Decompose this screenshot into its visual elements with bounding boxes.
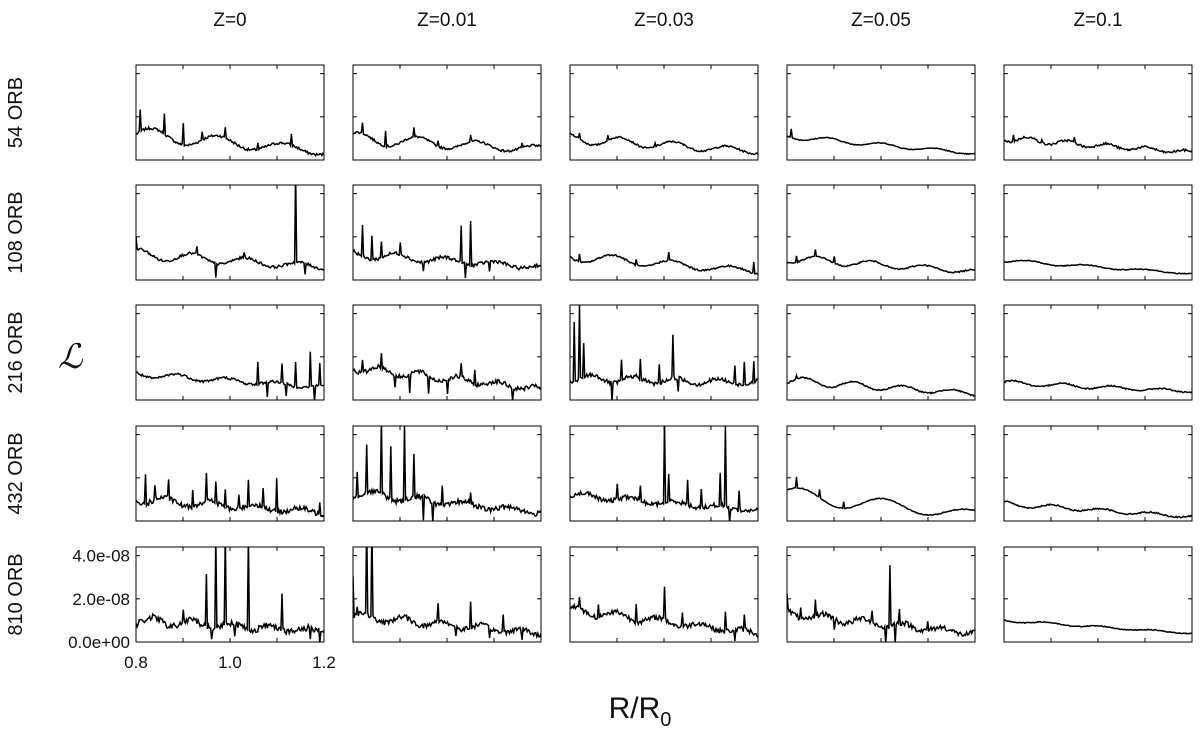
series-line: [1004, 379, 1192, 394]
panel-frame: [135, 64, 325, 161]
panel-frame: [786, 184, 976, 281]
x-axis-label-main: R/R: [609, 692, 661, 725]
series-line: [136, 109, 324, 158]
series-line: [136, 185, 324, 278]
panel-r1-c3: [569, 64, 759, 161]
series-line: [1004, 619, 1192, 635]
column-titles: Z=0 Z=0.01 Z=0.03 Z=0.05 Z=0.1: [213, 10, 1122, 31]
column-title: Z=0: [213, 10, 246, 31]
panel-frame: [786, 64, 976, 161]
panel-frame: [569, 304, 759, 401]
panel-r5-c2: [352, 546, 542, 643]
panel-r5-c3: [569, 546, 759, 643]
series-line: [570, 251, 758, 275]
series-line: [787, 249, 975, 274]
panel-r1-c5: [1003, 64, 1193, 161]
x-axis-label-subscript: 0: [660, 709, 671, 731]
panel-r1-c2: [352, 64, 542, 161]
series-line: [136, 547, 324, 642]
x-axis-label: R/R0: [609, 692, 672, 731]
series-line: [787, 128, 975, 156]
column-title: Z=0.1: [1073, 10, 1122, 31]
panel-r3-c4: [786, 304, 976, 401]
panel-frame: [786, 304, 976, 401]
panel-r2-c2: [352, 184, 542, 281]
row-title: 54 ORB: [5, 77, 27, 148]
panel-frame: [1003, 425, 1193, 522]
series-line: [787, 476, 975, 516]
column-title: Z=0.03: [634, 10, 694, 31]
panel-frame: [135, 425, 325, 522]
row-title: 108 ORB: [5, 191, 27, 273]
panel-r2-c5: [1003, 184, 1193, 281]
panel-grid: [135, 64, 1193, 643]
x-tick-label: 0.8: [124, 653, 148, 672]
x-tick-label: 1.0: [218, 653, 242, 672]
panel-r3-c2: [352, 304, 542, 401]
panel-frame: [135, 546, 325, 643]
panel-r4-c3: [569, 425, 759, 522]
series-line: [570, 586, 758, 641]
panel-r2-c4: [786, 184, 976, 281]
panel-frame: [1003, 546, 1193, 643]
series-line: [1004, 500, 1192, 519]
row-title: 810 ORB: [5, 553, 27, 635]
series-line: [136, 351, 324, 400]
panel-r5-c4: [786, 546, 976, 643]
series-line: [353, 122, 541, 153]
row-titles: 54 ORB 108 ORB 216 ORB 432 ORB 810 ORB: [5, 77, 27, 636]
panel-r5-c1: [135, 546, 325, 643]
series-line: [787, 565, 975, 642]
series-line: [353, 353, 541, 400]
axis-tick-labels: 0.0e+00 2.0e-08 4.0e-08 0.8 1.0 1.2: [68, 547, 336, 672]
y-tick-label: 4.0e-08: [72, 547, 130, 566]
panel-r3-c5: [1003, 304, 1193, 401]
row-title: 432 ORB: [5, 432, 27, 514]
series-line: [136, 472, 324, 518]
series-line: [353, 547, 541, 641]
column-title: Z=0.01: [417, 10, 477, 31]
series-line: [787, 372, 975, 397]
series-line: [1004, 259, 1192, 275]
panel-r2-c1: [135, 184, 325, 281]
row-title: 216 ORB: [5, 311, 27, 393]
panel-frame: [786, 425, 976, 522]
series-line: [570, 132, 758, 156]
series-line: [353, 220, 541, 279]
series-line: [570, 305, 758, 400]
panel-r4-c4: [786, 425, 976, 522]
column-title: Z=0.05: [851, 10, 911, 31]
x-tick-label: 1.2: [312, 653, 336, 672]
series-line: [1004, 134, 1192, 154]
y-axis-label: ℒ: [58, 337, 84, 377]
panel-r2-c3: [569, 184, 759, 281]
panel-r3-c3: [569, 304, 759, 401]
y-tick-label: 0.0e+00: [68, 633, 130, 652]
panel-frame: [1003, 184, 1193, 281]
panel-r4-c5: [1003, 425, 1193, 522]
panel-frame: [786, 546, 976, 643]
panel-r3-c1: [135, 304, 325, 401]
panel-r4-c2: [352, 425, 542, 522]
panel-frame: [135, 304, 325, 401]
panel-r1-c4: [786, 64, 976, 161]
y-tick-label: 2.0e-08: [72, 590, 130, 609]
series-line: [353, 426, 541, 521]
panel-r4-c1: [135, 425, 325, 522]
series-line: [570, 426, 758, 521]
panel-r5-c5: [1003, 546, 1193, 643]
panel-r1-c1: [135, 64, 325, 161]
